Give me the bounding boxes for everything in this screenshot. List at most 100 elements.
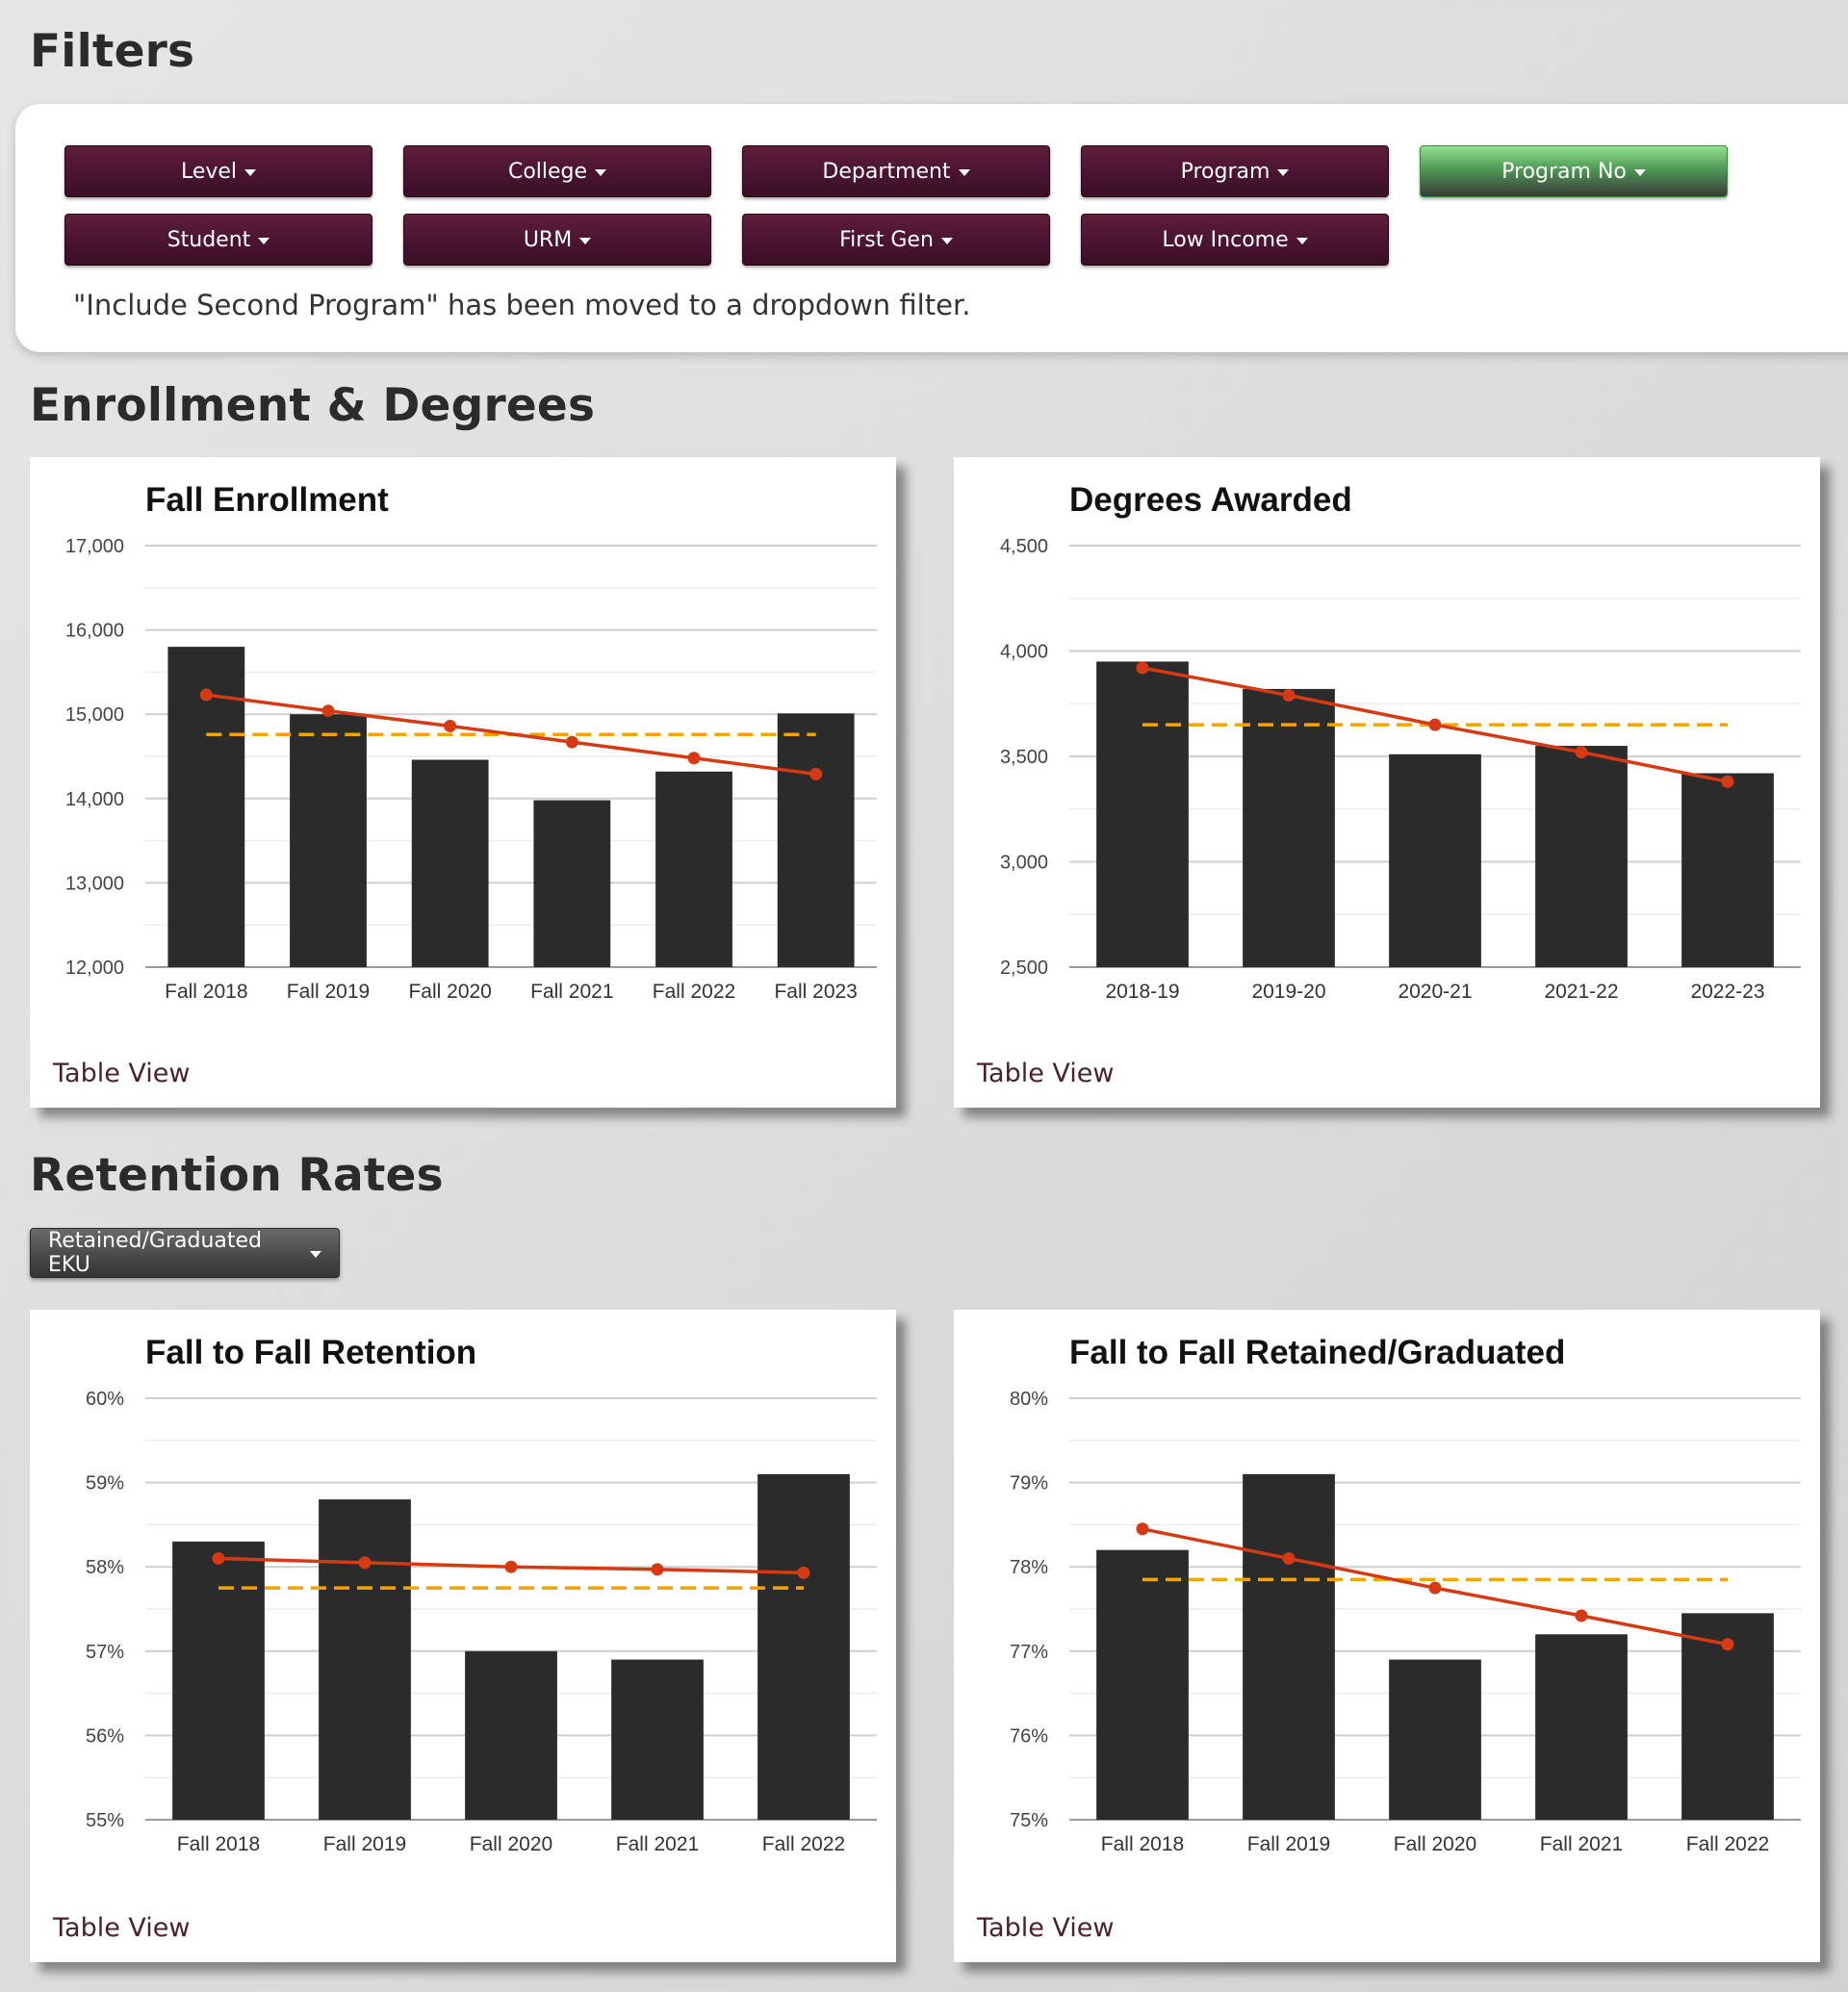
filters-heading: Filters xyxy=(30,25,195,78)
bar[interactable] xyxy=(655,771,732,967)
filter-label: Low Income xyxy=(1162,227,1289,252)
level-filter-button[interactable]: Level xyxy=(64,145,372,197)
degrees-awarded-chart: Degrees Awarded 2,500 3,000 3,500 4,000 4,500… xyxy=(1000,481,1801,1003)
trend-point[interactable] xyxy=(1136,1522,1149,1536)
table-view-link[interactable]: Table View xyxy=(53,1059,191,1088)
y-tick-label: 4,000 xyxy=(1000,642,1048,663)
college-filter-button[interactable]: College xyxy=(403,145,711,197)
filter-label: Department xyxy=(822,159,951,184)
bar[interactable] xyxy=(1096,661,1189,967)
bar[interactable] xyxy=(757,1473,850,1820)
filter-note: "Include Second Program" has been moved … xyxy=(73,289,971,321)
filter-label: Level xyxy=(180,159,238,184)
trend-point[interactable] xyxy=(1428,1581,1442,1595)
bar[interactable] xyxy=(777,713,855,967)
trend-point[interactable] xyxy=(1282,688,1296,702)
trend-point[interactable] xyxy=(358,1556,372,1570)
y-tick-label: 56% xyxy=(86,1725,124,1747)
filter-label: College xyxy=(507,159,588,184)
bar[interactable] xyxy=(319,1499,411,1820)
program-filter-button[interactable]: Program xyxy=(1081,145,1389,197)
bar[interactable] xyxy=(290,714,367,967)
y-tick-label: 16,000 xyxy=(65,621,124,642)
caret-down-icon xyxy=(1296,237,1308,244)
fall-to-fall-retention-chart: Fall to Fall Retention 55% 56% 57% 58% 59% 60%… xyxy=(86,1334,877,1855)
urm-filter-button[interactable]: URM xyxy=(403,214,711,266)
table-view-link[interactable]: Table View xyxy=(977,1913,1115,1943)
table-view-link[interactable]: Table View xyxy=(977,1059,1115,1088)
caret-down-icon xyxy=(579,237,592,244)
filter-label: Student xyxy=(167,227,251,252)
trend-point[interactable] xyxy=(687,752,701,765)
filter-label: URM xyxy=(523,227,573,252)
retention-measure-dropdown[interactable]: Retained/Graduated EKU xyxy=(30,1228,340,1278)
trend-point[interactable] xyxy=(1575,1609,1588,1622)
x-tick-label: Fall 2021 xyxy=(530,981,613,1003)
bar[interactable] xyxy=(1535,1634,1628,1820)
y-tick-label: 4,500 xyxy=(1000,536,1048,557)
trend-point[interactable] xyxy=(809,767,823,780)
trend-point[interactable] xyxy=(1575,746,1588,759)
trend-point[interactable] xyxy=(199,688,213,702)
table-view-link[interactable]: Table View xyxy=(53,1913,191,1943)
trend-point[interactable] xyxy=(651,1563,664,1576)
x-tick-label: 2021-22 xyxy=(1544,981,1618,1003)
fall-enrollment-card: Fall Enrollment 12,000 13,000 14,000 15,000 1… xyxy=(30,457,896,1108)
y-tick-label: 2,500 xyxy=(1000,958,1048,979)
y-tick-label: 58% xyxy=(86,1557,124,1578)
bar[interactable] xyxy=(1535,746,1628,967)
low-income-filter-button[interactable]: Low Income xyxy=(1081,214,1389,266)
chart-title: Fall to Fall Retained/Graduated xyxy=(1069,1334,1565,1371)
y-tick-label: 13,000 xyxy=(65,873,124,894)
trend-point[interactable] xyxy=(1282,1551,1296,1565)
bar[interactable] xyxy=(1389,753,1481,967)
first-gen-filter-button[interactable]: First Gen xyxy=(742,214,1050,266)
filter-label: Program xyxy=(1180,159,1270,184)
x-tick-label: Fall 2021 xyxy=(616,1833,699,1855)
bar[interactable] xyxy=(1389,1659,1481,1820)
fall-to-fall-retained-graduated-card: Fall to Fall Retained/Graduated 75% 76% 77%… xyxy=(954,1310,1820,1962)
bar[interactable] xyxy=(533,800,611,967)
y-tick-label: 79% xyxy=(1010,1473,1048,1494)
trend-point[interactable] xyxy=(1721,775,1734,788)
fall-to-fall-retention-card: Fall to Fall Retention 55% 56% 57% 58% 59% 60%… xyxy=(30,1310,896,1962)
trend-point[interactable] xyxy=(1136,661,1149,675)
bar[interactable] xyxy=(465,1650,557,1820)
bar[interactable] xyxy=(1681,773,1774,967)
bar[interactable] xyxy=(1243,1473,1335,1820)
caret-down-icon xyxy=(595,168,607,176)
program-no-filter-button[interactable]: Program No xyxy=(1420,145,1728,197)
x-tick-label: Fall 2020 xyxy=(1394,1833,1476,1855)
bar[interactable] xyxy=(411,759,489,967)
caret-down-icon xyxy=(310,1250,321,1258)
x-tick-label: Fall 2021 xyxy=(1540,1833,1623,1855)
trend-point[interactable] xyxy=(212,1551,225,1565)
trend-point[interactable] xyxy=(1428,718,1442,731)
bar[interactable] xyxy=(611,1659,704,1820)
y-tick-label: 76% xyxy=(1010,1725,1048,1747)
y-tick-label: 55% xyxy=(86,1810,124,1831)
trend-point[interactable] xyxy=(1721,1638,1734,1651)
caret-down-icon xyxy=(1277,168,1290,176)
x-tick-label: Fall 2022 xyxy=(762,1833,845,1855)
y-tick-label: 78% xyxy=(1010,1557,1048,1578)
y-tick-label: 75% xyxy=(1010,1810,1048,1831)
bar[interactable] xyxy=(172,1541,265,1820)
bar[interactable] xyxy=(1096,1549,1189,1820)
x-tick-label: Fall 2023 xyxy=(774,981,857,1003)
x-tick-label: Fall 2020 xyxy=(408,981,491,1003)
filters-panel: Level College Department Program Program… xyxy=(15,104,1848,352)
trend-line xyxy=(206,693,816,777)
trend-point[interactable] xyxy=(444,719,457,732)
trend-point[interactable] xyxy=(565,735,578,749)
student-filter-button[interactable]: Student xyxy=(64,214,372,266)
bar[interactable] xyxy=(1243,688,1335,967)
trend-point[interactable] xyxy=(321,704,335,718)
x-tick-label: Fall 2019 xyxy=(323,1833,406,1855)
department-filter-button[interactable]: Department xyxy=(742,145,1050,197)
trend-point[interactable] xyxy=(504,1560,518,1573)
y-tick-label: 3,000 xyxy=(1000,853,1048,874)
caret-down-icon xyxy=(958,168,970,176)
x-tick-label: Fall 2018 xyxy=(165,981,247,1003)
trend-point[interactable] xyxy=(797,1566,810,1579)
